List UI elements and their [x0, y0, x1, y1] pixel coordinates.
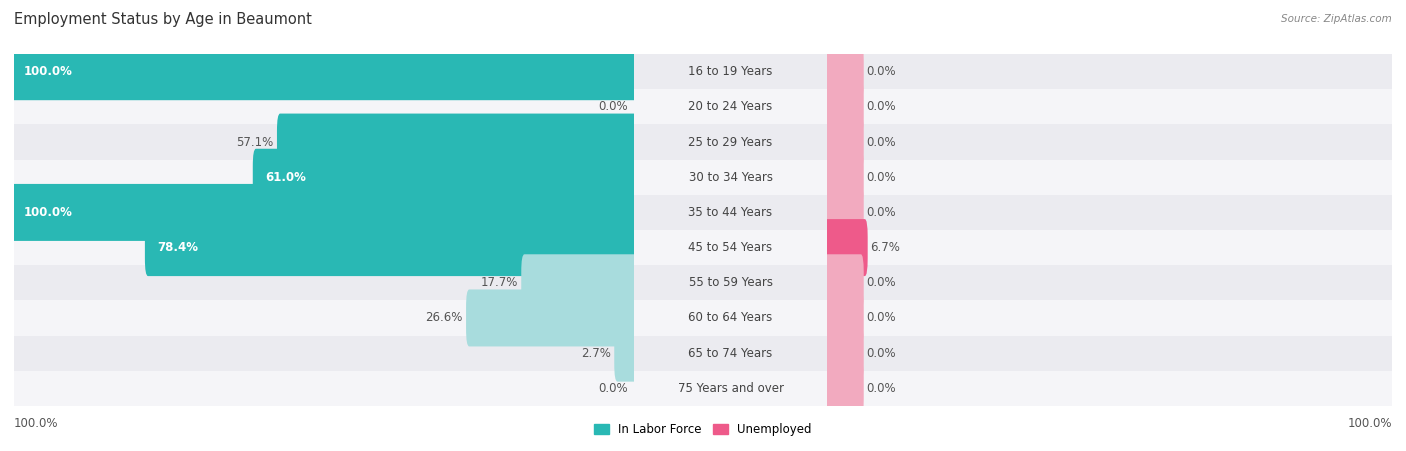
FancyBboxPatch shape	[14, 195, 634, 230]
Text: Employment Status by Age in Beaumont: Employment Status by Age in Beaumont	[14, 12, 312, 27]
FancyBboxPatch shape	[634, 195, 827, 230]
FancyBboxPatch shape	[824, 325, 863, 382]
Text: 45 to 54 Years: 45 to 54 Years	[689, 241, 773, 254]
FancyBboxPatch shape	[634, 371, 827, 406]
FancyBboxPatch shape	[14, 124, 634, 160]
FancyBboxPatch shape	[634, 89, 827, 124]
FancyBboxPatch shape	[14, 300, 634, 336]
FancyBboxPatch shape	[824, 78, 863, 135]
FancyBboxPatch shape	[634, 265, 827, 300]
FancyBboxPatch shape	[145, 219, 637, 276]
FancyBboxPatch shape	[634, 230, 827, 265]
FancyBboxPatch shape	[14, 371, 634, 406]
Text: 55 to 59 Years: 55 to 59 Years	[689, 276, 772, 289]
Text: 35 to 44 Years: 35 to 44 Years	[689, 206, 773, 219]
Text: 0.0%: 0.0%	[599, 101, 628, 113]
FancyBboxPatch shape	[824, 219, 868, 276]
FancyBboxPatch shape	[824, 254, 863, 311]
FancyBboxPatch shape	[11, 43, 637, 100]
Text: 0.0%: 0.0%	[866, 136, 896, 148]
Text: 16 to 19 Years: 16 to 19 Years	[689, 65, 773, 78]
FancyBboxPatch shape	[14, 54, 634, 89]
Text: 26.6%: 26.6%	[426, 312, 463, 324]
Text: 20 to 24 Years: 20 to 24 Years	[689, 101, 773, 113]
Text: 57.1%: 57.1%	[236, 136, 274, 148]
Text: 0.0%: 0.0%	[866, 171, 896, 184]
Text: 0.0%: 0.0%	[866, 65, 896, 78]
FancyBboxPatch shape	[827, 89, 1392, 124]
Text: Source: ZipAtlas.com: Source: ZipAtlas.com	[1281, 14, 1392, 23]
FancyBboxPatch shape	[634, 300, 827, 336]
Text: 0.0%: 0.0%	[866, 312, 896, 324]
Text: 0.0%: 0.0%	[866, 101, 896, 113]
FancyBboxPatch shape	[253, 149, 637, 206]
FancyBboxPatch shape	[14, 89, 634, 124]
Text: 75 Years and over: 75 Years and over	[678, 382, 783, 395]
Text: 0.0%: 0.0%	[866, 276, 896, 289]
Legend: In Labor Force, Unemployed: In Labor Force, Unemployed	[589, 418, 817, 441]
FancyBboxPatch shape	[827, 336, 1392, 371]
FancyBboxPatch shape	[824, 290, 863, 346]
FancyBboxPatch shape	[824, 360, 863, 417]
FancyBboxPatch shape	[827, 124, 1392, 160]
Text: 100.0%: 100.0%	[24, 65, 72, 78]
FancyBboxPatch shape	[634, 336, 827, 371]
Text: 100.0%: 100.0%	[24, 206, 72, 219]
FancyBboxPatch shape	[465, 290, 637, 346]
FancyBboxPatch shape	[14, 160, 634, 195]
FancyBboxPatch shape	[14, 265, 634, 300]
FancyBboxPatch shape	[11, 184, 637, 241]
FancyBboxPatch shape	[824, 149, 863, 206]
FancyBboxPatch shape	[14, 336, 634, 371]
FancyBboxPatch shape	[522, 254, 637, 311]
FancyBboxPatch shape	[634, 124, 827, 160]
FancyBboxPatch shape	[277, 114, 637, 170]
FancyBboxPatch shape	[824, 114, 863, 170]
Text: 2.7%: 2.7%	[581, 347, 612, 359]
Text: 78.4%: 78.4%	[157, 241, 198, 254]
Text: 0.0%: 0.0%	[866, 382, 896, 395]
Text: 65 to 74 Years: 65 to 74 Years	[689, 347, 773, 359]
FancyBboxPatch shape	[634, 54, 827, 89]
Text: 6.7%: 6.7%	[870, 241, 900, 254]
FancyBboxPatch shape	[634, 160, 827, 195]
Text: 0.0%: 0.0%	[599, 382, 628, 395]
Text: 100.0%: 100.0%	[1347, 418, 1392, 430]
Text: 0.0%: 0.0%	[866, 206, 896, 219]
Text: 30 to 34 Years: 30 to 34 Years	[689, 171, 772, 184]
FancyBboxPatch shape	[827, 160, 1392, 195]
Text: 100.0%: 100.0%	[14, 418, 59, 430]
FancyBboxPatch shape	[614, 325, 637, 382]
FancyBboxPatch shape	[827, 195, 1392, 230]
FancyBboxPatch shape	[827, 54, 1392, 89]
Text: 61.0%: 61.0%	[266, 171, 307, 184]
FancyBboxPatch shape	[827, 300, 1392, 336]
Text: 25 to 29 Years: 25 to 29 Years	[689, 136, 773, 148]
FancyBboxPatch shape	[827, 265, 1392, 300]
FancyBboxPatch shape	[827, 371, 1392, 406]
Text: 17.7%: 17.7%	[481, 276, 519, 289]
FancyBboxPatch shape	[827, 230, 1392, 265]
FancyBboxPatch shape	[824, 184, 863, 241]
Text: 60 to 64 Years: 60 to 64 Years	[689, 312, 773, 324]
FancyBboxPatch shape	[824, 43, 863, 100]
FancyBboxPatch shape	[14, 230, 634, 265]
Text: 0.0%: 0.0%	[866, 347, 896, 359]
